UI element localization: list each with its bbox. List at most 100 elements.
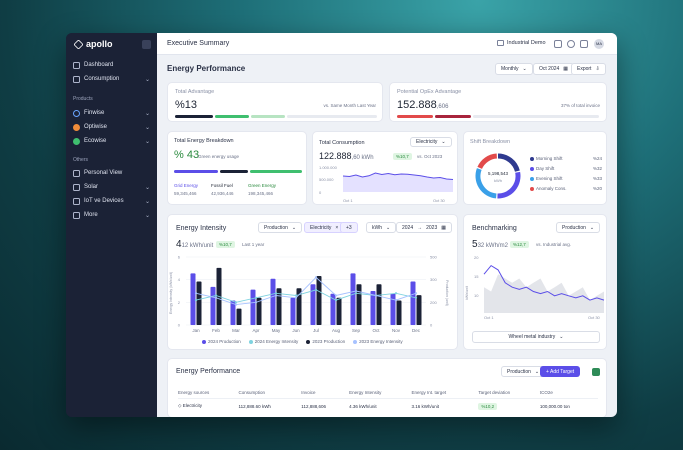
- sidebar-item-consumption[interactable]: Consumption ⌄: [73, 73, 153, 85]
- industry-select[interactable]: Wheel metal industry ⌄: [472, 331, 600, 343]
- shift-legend-pct: %32: [592, 166, 602, 171]
- intensity-2023-point: [414, 292, 418, 295]
- sidebar-item-ecowise[interactable]: Ecowise ⌄: [73, 135, 153, 147]
- sidebar-item-solar[interactable]: Solar ⌄: [73, 181, 153, 193]
- intensity-chip-more[interactable]: +3: [340, 222, 358, 233]
- shift-breakdown-card: Shift Breakdown 5,198,543 kWh Morning Sh…: [463, 131, 607, 205]
- intensity-cell: 4.36 kWh/unit: [349, 403, 377, 409]
- fossil-fuel-value: 42,936,446: [211, 191, 234, 196]
- column-header: tCO2e: [539, 387, 598, 399]
- co2-cell: 100,000.00 ton: [539, 403, 570, 409]
- table-row[interactable]: ◇ Electricity 112,888.60 kWh 112,888,606…: [178, 399, 598, 414]
- excel-icon[interactable]: [592, 368, 600, 376]
- shift-legend-label: Morning Shift: [530, 156, 563, 161]
- advantage-bar-segment: [175, 115, 213, 118]
- y-right-tick-label: 300: [430, 277, 437, 282]
- sidebar-item-iot-devices[interactable]: IoT ve Devices ⌄: [73, 195, 153, 207]
- main-content: Executive Summary Industrial Demo MA Ene…: [157, 33, 617, 417]
- benchmark-main: 5: [472, 239, 478, 250]
- org-name: Industrial Demo: [507, 40, 546, 46]
- breakdown-caption: Green energy usage: [198, 154, 240, 159]
- donut-slice: [475, 168, 497, 199]
- sidebar-item-more[interactable]: More ⌄: [73, 209, 153, 221]
- intensity-2024-point: [274, 292, 278, 295]
- arrow-right-icon: →: [417, 224, 423, 231]
- year-range[interactable]: 2024 → 2023 ▦: [396, 222, 452, 233]
- x-tick-label: Oct 30: [433, 198, 446, 203]
- bar-2023-production: [336, 297, 342, 325]
- column-header: Energy Intensity: [349, 387, 412, 399]
- energy-breakdown-card: Total Energy Breakdown % 43 Green energy…: [167, 131, 307, 205]
- column-header: Energy sources: [178, 387, 239, 399]
- consumption-filter[interactable]: Electricity ⌄: [410, 137, 452, 147]
- chevron-down-icon: ⌄: [144, 184, 150, 191]
- avatar[interactable]: MA: [594, 39, 604, 49]
- grid-energy-value: 59,345,466: [174, 191, 197, 196]
- breakdown-title: Total Energy Breakdown: [174, 138, 234, 144]
- bar-2023-production: [396, 300, 402, 325]
- org-selector[interactable]: Industrial Demo: [497, 40, 546, 46]
- logo-text: apollo: [86, 39, 113, 49]
- y-tick-label: 15: [474, 274, 479, 279]
- collapse-sidebar-button[interactable]: [142, 40, 151, 49]
- sidebar-item-label: More: [84, 212, 98, 218]
- chevron-down-icon: ⌄: [534, 368, 540, 375]
- page-title: Energy Performance: [167, 64, 246, 73]
- chart-icon[interactable]: [554, 40, 562, 48]
- x-tick-label: Mar: [232, 328, 240, 333]
- opex-bar-segment: [397, 115, 433, 118]
- add-target-button[interactable]: + Add Target: [540, 366, 581, 377]
- date-picker[interactable]: Oct 2024 ▦: [533, 63, 575, 75]
- intensity-2024-line: [195, 289, 417, 303]
- logo[interactable]: apollo: [73, 38, 113, 50]
- y-right-tick-label: 0: [430, 323, 433, 328]
- legend-label: 2023 Energy Intensity: [359, 339, 403, 344]
- shift-legend-pct: %33: [592, 176, 602, 181]
- chevron-down-icon: ⌄: [144, 110, 150, 117]
- consumption-chart: 1.000.000 500.000 0 Oct 1 Oct 30: [319, 165, 454, 203]
- sidebar-item-personal-view[interactable]: Personal View: [73, 167, 153, 179]
- sidebar-item-finwise[interactable]: Finwise ⌄: [73, 107, 153, 119]
- green-energy-value: 198,345,466: [248, 191, 274, 196]
- energy-intensity-card: Energy Intensity Production ⌄ Electricity…: [167, 214, 458, 350]
- bell-icon[interactable]: [567, 40, 575, 48]
- chevron-down-icon: ⌄: [144, 76, 150, 83]
- intensity-chip[interactable]: Electricity ×: [304, 222, 345, 233]
- y-tick-label: 1.000.000: [319, 165, 338, 170]
- green-energy-label: Green Energy: [248, 183, 277, 188]
- period-value: Monthly: [501, 66, 519, 72]
- settings-icon[interactable]: [580, 40, 588, 48]
- intensity-chip-more-label: +3: [346, 224, 352, 231]
- fossil-fuel-label: Fossil Fuel: [211, 183, 233, 188]
- legend-item: 2023 Production: [306, 339, 345, 344]
- bar-2023-production: [276, 288, 282, 325]
- y-right-tick-label: 200: [430, 300, 437, 305]
- optiwise-icon: [73, 123, 80, 131]
- advantage-bar-segment: [251, 115, 285, 118]
- chevron-down-icon: ⌄: [441, 139, 446, 145]
- total-consumption-card: Total Consumption Electricity ⌄ 122.888,6…: [312, 131, 458, 205]
- export-button[interactable]: Export ⇩: [571, 63, 606, 75]
- sidebar-item-optiwise[interactable]: Optiwise ⌄: [73, 121, 153, 133]
- perf-filter[interactable]: Production ⌄: [501, 366, 546, 377]
- user-icon: [73, 169, 80, 177]
- bar-2024-production: [270, 278, 276, 325]
- benchmark-filter-value: Production: [562, 224, 586, 231]
- x-tick-label: May: [272, 328, 281, 333]
- intensity-value: 412 kWh/unit: [176, 239, 213, 250]
- logo-icon: [73, 38, 84, 50]
- sidebar-item-label: IoT ve Devices: [84, 198, 124, 204]
- bar-2024-production: [250, 289, 256, 325]
- intensity-filter[interactable]: Production ⌄: [258, 222, 303, 233]
- y-tick-label: 0: [319, 190, 322, 195]
- potential-opex-label: Potential OpEx Advantage: [397, 89, 462, 95]
- sidebar-item-dashboard[interactable]: Dashboard: [73, 59, 153, 71]
- green-energy-bar: [250, 170, 302, 173]
- benchmark-filter[interactable]: Production ⌄: [556, 222, 601, 233]
- building-icon: [497, 40, 504, 46]
- period-select[interactable]: Monthly ⌄: [495, 63, 533, 75]
- more-icon: [73, 211, 80, 219]
- invoice-cell: 112,888,606: [301, 403, 326, 409]
- unit-select[interactable]: kWh ⌄: [366, 222, 397, 233]
- consumption-badge: %10,7: [393, 153, 412, 160]
